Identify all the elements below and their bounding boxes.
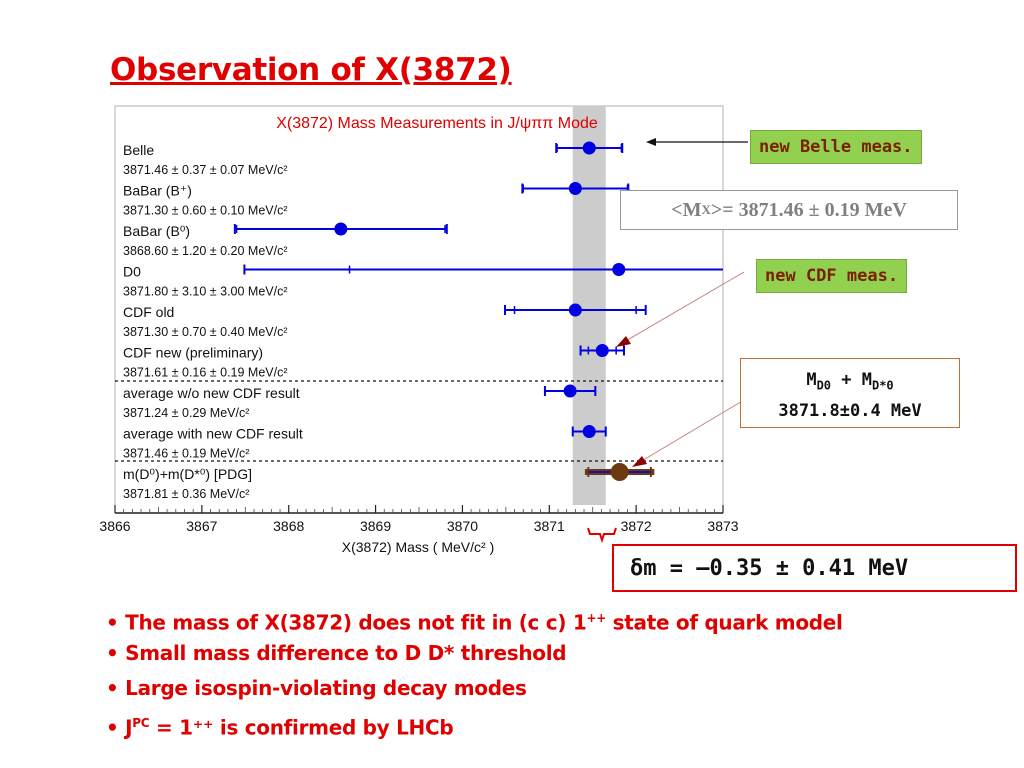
average-mass-value: >= 3871.46 ± 0.19 MeV [710,198,907,221]
measurement-name: D0 [123,264,141,280]
measurement-value-label: 3871.80 ± 3.10 ± 3.00 MeV/c² [123,285,288,299]
threshold-m1: M [806,370,817,390]
cdf-arrow-head [616,336,631,347]
x-tick-label: 3871 [534,518,565,534]
delta-bracket [587,527,617,544]
threshold-value: 3871.8±0.4 MeV [778,401,922,422]
x-tick-label: 3873 [707,518,738,534]
measurement-rows: Belle 3871.46 ± 0.37 ± 0.07 MeV/c² BaBar (… [123,141,723,501]
belle-callout: new Belle meas. [750,130,922,164]
belle-arrow-head [646,138,656,146]
x-axis-ticks: 3866 3867 3868 3869 3870 3871 3872 3873 [99,505,739,534]
data-point [568,182,582,195]
measurement-row: BaBar (B⁰) 3868.60 ± 1.20 ± 0.20 MeV/c² [123,222,448,258]
data-point [582,141,596,155]
threshold-m2: + M [831,370,872,390]
measurement-row: average w/o new CDF result 3871.24 ± 0.29… [123,384,597,420]
x-tick-label: 3870 [447,518,478,534]
measurement-name: average with new CDF result [123,426,303,442]
x-tick-label: 3866 [99,518,130,534]
x-axis-label: X(3872) Mass ( MeV/c² ) [342,539,494,555]
data-point [568,303,582,317]
measurement-name: BaBar (B⁰) [123,223,190,239]
bullet-list: • The mass of X(3872) does not fit in (c… [106,602,843,742]
x-tick-label: 3867 [186,518,217,534]
measurement-name: m(D⁰)+m(D*⁰) [PDG] [123,466,252,482]
measurement-row: m(D⁰)+m(D*⁰) [PDG] 3871.81 ± 0.36 MeV/c² [123,463,655,501]
measurement-row: CDF old 3871.30 ± 0.70 ± 0.40 MeV/c² [123,303,647,339]
chart-title: X(3872) Mass Measurements in J/ψππ Mode [276,115,598,132]
measurement-value-label: 3871.61 ± 0.16 ± 0.19 MeV/c² [123,366,288,380]
data-point [582,425,596,438]
threshold-formula: MD0 + MD*0 [741,367,959,398]
cdf-arrow [623,271,745,343]
threshold-sub2: D*0 [871,378,894,393]
bullet-sup: PC [132,716,150,730]
average-mass-subscript: X [701,202,711,217]
measurement-value-label: 3871.24 ± 0.29 MeV/c² [123,406,249,420]
measurement-name: BaBar (B⁺) [123,183,192,199]
bullet-item: • The mass of X(3872) does not fit in (c… [106,602,843,637]
measurement-value-label: 3871.46 ± 0.19 MeV/c² [123,447,249,461]
bullet-text: • Small mass difference to D D* threshol… [106,641,567,665]
measurement-value-label: 3871.30 ± 0.70 ± 0.40 MeV/c² [123,325,288,339]
bullet-tail: state of quark model [605,610,843,635]
measurement-value-label: 3871.81 ± 0.36 MeV/c² [123,487,249,501]
data-point [334,222,348,236]
delta-m-box: δm = –0.35 ± 0.41 MeV [612,544,1017,592]
measurement-row: BaBar (B⁺) 3871.30 ± 0.60 ± 0.10 MeV/c² [123,182,630,218]
threshold-sub1: D0 [816,378,832,393]
x-tick-label: 3869 [360,518,391,534]
bullet-item: • Large isospin-violating decay modes [106,672,843,707]
cdf-callout: new CDF meas. [756,259,908,293]
bullet-text: • Large isospin-violating decay modes [106,676,527,700]
measurement-value-label: 3871.30 ± 0.60 ± 0.10 MeV/c² [123,204,288,218]
measurement-row: D0 3871.80 ± 3.10 ± 3.00 MeV/c² [123,263,723,299]
pdg-arrow [639,399,745,463]
data-point [595,344,609,357]
measurement-row: Belle 3871.46 ± 0.37 ± 0.07 MeV/c² [123,141,624,177]
average-mass-box: <M X >= 3871.46 ± 0.19 MeV [620,190,958,230]
measurement-value-label: 3871.46 ± 0.37 ± 0.07 MeV/c² [123,163,288,177]
bullet-sup: ++ [586,611,606,625]
slide-title: Observation of X(3872) [110,52,512,88]
bullet-item: • Small mass difference to D D* threshol… [106,637,843,672]
bullet-text: • The mass of X(3872) does not fit in (c… [106,610,587,635]
measurement-name: CDF new (preliminary) [123,345,263,361]
bullet-text: • J [106,715,133,740]
bullet-item: • JPC = 1⁺⁺ is confirmed by LHCb [106,707,843,742]
measurement-row: average with new CDF result 3871.46 ± 0.1… [123,425,607,461]
measurement-value-label: 3868.60 ± 1.20 ± 0.20 MeV/c² [123,244,288,258]
measurement-name: CDF old [123,304,174,320]
mass-chart: X(3872) Mass Measurements in J/ψππ Mode … [99,105,748,555]
average-mass-prefix: <M [671,198,702,221]
bullet-tail: = 1⁺⁺ is confirmed by LHCb [149,715,454,740]
data-point [612,263,626,276]
data-point [563,384,577,398]
measurement-name: Belle [123,142,154,158]
x-tick-label: 3868 [273,518,304,534]
threshold-box: MD0 + MD*0 3871.8±0.4 MeV [740,358,960,428]
pdg-arrow-head [632,456,647,467]
measurement-name: average w/o new CDF result [123,385,300,401]
data-point [610,463,629,481]
x-tick-label: 3872 [621,518,652,534]
measurement-row: CDF new (preliminary) 3871.61 ± 0.16 ± 0.… [123,344,625,380]
